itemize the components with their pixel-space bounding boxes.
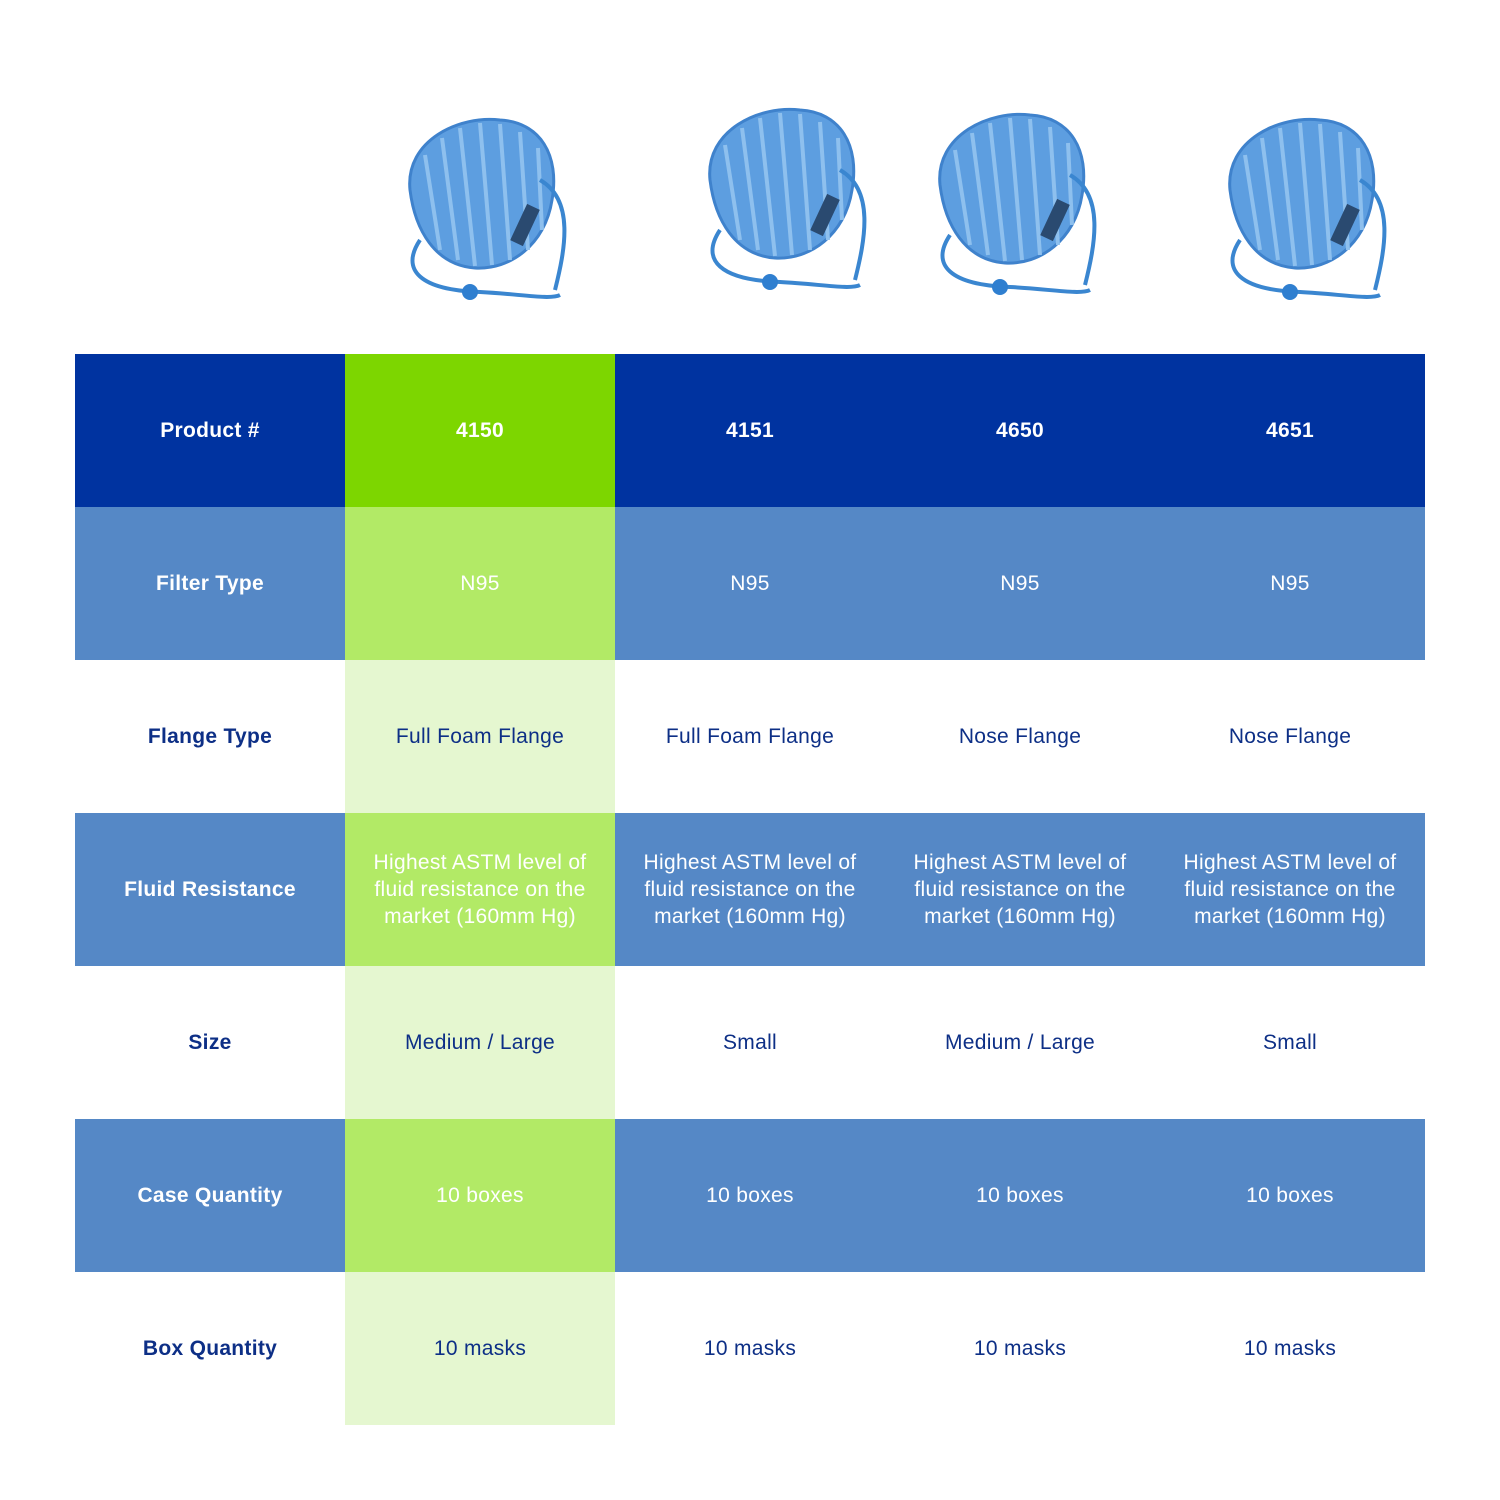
table-cell: N95 — [885, 507, 1155, 660]
table-cell: Medium / Large — [885, 966, 1155, 1119]
table-cell: Nose Flange — [885, 660, 1155, 813]
product-number: 4151 — [615, 354, 885, 507]
table-cell: 10 masks — [345, 1272, 615, 1425]
table-cell: N95 — [1155, 507, 1425, 660]
row-label: Filter Type — [75, 507, 345, 660]
product-number: 4651 — [1155, 354, 1425, 507]
mask-image — [937, 112, 1097, 298]
comparison-table: Product #4150 4151 4650 4651 Filter Type N95 N… — [75, 354, 1425, 1425]
row-label: Product # — [75, 354, 345, 507]
product-number: 4150 — [345, 354, 615, 507]
row-label: Size — [75, 966, 345, 1119]
table-cell: 10 masks — [615, 1272, 885, 1425]
table-cell: Full Foam Flange — [345, 660, 615, 813]
table-cell: 10 masks — [1155, 1272, 1425, 1425]
row-label: Box Quantity — [75, 1272, 345, 1425]
table-cell: Highest ASTM level of fluid resistance o… — [615, 813, 885, 966]
table-cell: Highest ASTM level of fluid resistance o… — [345, 813, 615, 966]
table-cell: 10 masks — [885, 1272, 1155, 1425]
mask-image — [1227, 117, 1387, 303]
table-cell: 10 boxes — [885, 1119, 1155, 1272]
table-cell: 10 boxes — [345, 1119, 615, 1272]
table-cell: Full Foam Flange — [615, 660, 885, 813]
table-cell: N95 — [345, 507, 615, 660]
row-label: Flange Type — [75, 660, 345, 813]
table-cell: Highest ASTM level of fluid resistance o… — [1155, 813, 1425, 966]
table-cell: Small — [615, 966, 885, 1119]
table-cell: 10 boxes — [615, 1119, 885, 1272]
table-cell: Small — [1155, 966, 1425, 1119]
mask-image — [407, 117, 567, 303]
table-cell: N95 — [615, 507, 885, 660]
table-cell: 10 boxes — [1155, 1119, 1425, 1272]
product-images — [407, 107, 1387, 303]
row-label: Case Quantity — [75, 1119, 345, 1272]
table-cell: Medium / Large — [345, 966, 615, 1119]
row-label: Fluid Resistance — [75, 813, 345, 966]
table-cell: Nose Flange — [1155, 660, 1425, 813]
product-number: 4650 — [885, 354, 1155, 507]
table-cell: Highest ASTM level of fluid resistance o… — [885, 813, 1155, 966]
mask-image — [707, 107, 867, 293]
